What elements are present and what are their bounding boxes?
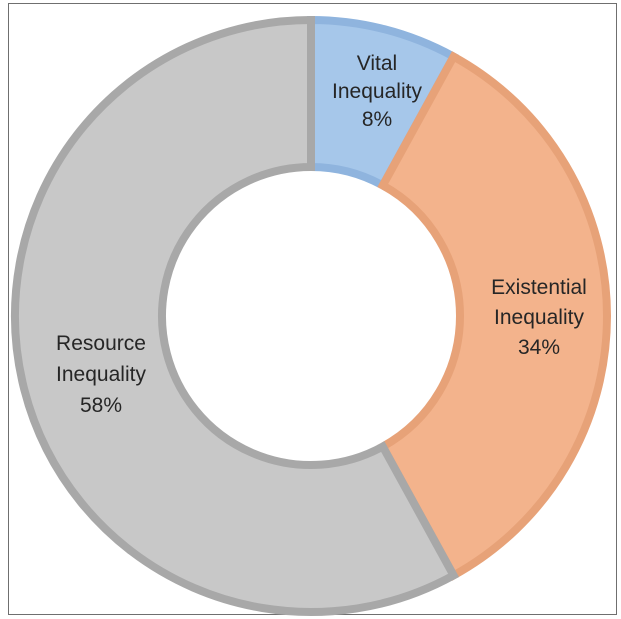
slice-label-existential-line2: Inequality	[494, 306, 584, 329]
donut-slice-resource-inequality	[11, 15, 460, 616]
slice-label-existential-percent: 34%	[518, 336, 560, 359]
slice-label-vital-line2: Inequality	[332, 80, 422, 103]
slice-label-vital-percent: 8%	[362, 108, 392, 131]
slice-label-existential: Existential Inequality 34%	[491, 276, 587, 359]
slice-label-vital-line1: Vital	[357, 52, 397, 75]
slice-label-vital: Vital Inequality 8%	[332, 52, 422, 131]
slice-label-resource-line1: Resource	[56, 332, 146, 355]
slice-label-resource-percent: 58%	[80, 394, 122, 417]
slice-label-resource: Resource Inequality 58%	[56, 332, 146, 417]
slice-label-resource-line2: Inequality	[56, 363, 146, 386]
donut-slices	[11, 15, 611, 616]
donut-slice-existential-inequality	[377, 51, 611, 581]
slice-label-existential-line1: Existential	[491, 276, 587, 299]
